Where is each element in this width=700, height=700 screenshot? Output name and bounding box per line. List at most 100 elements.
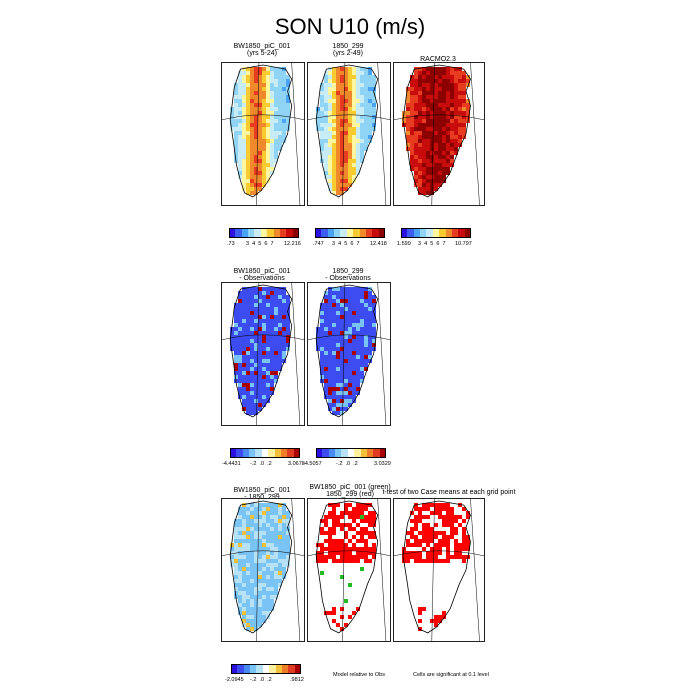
grid-cell xyxy=(246,555,250,559)
grid-cell xyxy=(262,315,266,319)
grid-cell xyxy=(352,155,356,159)
grid-cell xyxy=(422,131,426,135)
grid-cell xyxy=(254,371,258,375)
grid-cell xyxy=(344,555,348,559)
grid-cell xyxy=(262,567,266,571)
grid-cell xyxy=(282,139,286,143)
grid-cell xyxy=(274,507,278,511)
colorbar-swatch xyxy=(420,228,427,238)
grid-cell xyxy=(266,167,270,171)
grid-cell xyxy=(270,567,274,571)
grid-cell xyxy=(466,99,470,103)
grid-cell xyxy=(266,135,270,139)
grid-cell xyxy=(340,179,344,183)
grid-cell xyxy=(422,71,426,75)
grid-cell xyxy=(422,163,426,167)
grid-cell xyxy=(430,135,434,139)
grid-cell xyxy=(242,615,246,619)
coastline xyxy=(402,500,471,634)
colorbar-racmo-wind xyxy=(401,228,471,238)
grid-cell xyxy=(254,351,258,355)
grid-cell xyxy=(364,543,368,547)
grid-cell xyxy=(246,291,250,295)
grid-cell xyxy=(368,127,372,131)
grid-cell xyxy=(266,503,270,507)
grid-cell xyxy=(332,163,336,167)
grid-cell xyxy=(348,179,352,183)
colorbar-swatch xyxy=(432,228,440,238)
grid-cell xyxy=(238,343,242,347)
grid-cell xyxy=(368,75,372,79)
grid-cell xyxy=(442,503,446,507)
grid-cell xyxy=(266,535,270,539)
grid-cell xyxy=(364,351,368,355)
grid-cell xyxy=(434,507,438,511)
grid-cell xyxy=(266,171,270,175)
grid-cell xyxy=(234,331,238,335)
grid-cell xyxy=(332,331,336,335)
grid-cell xyxy=(372,299,376,303)
grid-cell xyxy=(238,571,242,575)
grid-cell xyxy=(364,119,368,123)
grid-cell xyxy=(352,511,356,515)
grid-cell xyxy=(458,87,462,91)
grid-cell xyxy=(258,75,262,79)
grid-cell xyxy=(250,87,254,91)
grid-cell xyxy=(340,339,344,343)
grid-cell xyxy=(426,139,430,143)
grid-cell xyxy=(450,535,454,539)
grid-cell xyxy=(266,607,270,611)
grid-cell xyxy=(336,347,340,351)
grid-cell xyxy=(364,335,368,339)
grid-cell xyxy=(274,347,278,351)
grid-cell xyxy=(422,123,426,127)
grid-cell xyxy=(274,115,278,119)
grid-cell xyxy=(250,383,254,387)
grid-cell xyxy=(454,95,458,99)
grid-cell xyxy=(266,511,270,515)
grid-cell xyxy=(258,567,262,571)
grid-cell xyxy=(324,99,328,103)
grid-cell xyxy=(238,143,242,147)
grid-cell xyxy=(266,351,270,355)
grid-cell xyxy=(352,343,356,347)
grid-cell xyxy=(344,359,348,363)
grid-cell xyxy=(274,319,278,323)
grid-cell xyxy=(328,379,332,383)
grid-cell xyxy=(466,547,470,551)
grid-cell xyxy=(430,503,434,507)
grid-cell xyxy=(348,331,352,335)
grid-cell xyxy=(344,391,348,395)
grid-cell xyxy=(458,99,462,103)
grid-cell xyxy=(442,79,446,83)
grid-cell xyxy=(454,103,458,107)
grid-cell xyxy=(336,395,340,399)
grid-cell xyxy=(418,143,422,147)
grid-cell xyxy=(234,315,238,319)
grid-cell xyxy=(410,111,414,115)
grid-cell xyxy=(430,167,434,171)
grid-cell xyxy=(344,363,348,367)
grid-cell xyxy=(430,95,434,99)
grid-cell xyxy=(364,83,368,87)
grid-cell xyxy=(316,343,320,347)
colorbar-tick-labels: -.2 .0 .2 xyxy=(250,677,272,683)
grid-cell xyxy=(324,339,328,343)
grid-cell xyxy=(368,307,372,311)
colorbar-swatch xyxy=(231,664,238,674)
grid-cell xyxy=(414,555,418,559)
grid-cell xyxy=(406,539,410,543)
grid-cell xyxy=(254,311,258,315)
grid-cell xyxy=(238,387,242,391)
grid-cell xyxy=(352,351,356,355)
grid-cell xyxy=(344,79,348,83)
grid-cell xyxy=(438,87,442,91)
grid-cell xyxy=(368,519,372,523)
note-significance: Cells are significant at 0.1 level xyxy=(413,672,489,678)
grid-cell xyxy=(328,303,332,307)
grid-cell xyxy=(348,387,352,391)
grid-cell xyxy=(250,115,254,119)
grid-cell xyxy=(250,523,254,527)
grid-cell xyxy=(356,75,360,79)
grid-cell xyxy=(266,291,270,295)
